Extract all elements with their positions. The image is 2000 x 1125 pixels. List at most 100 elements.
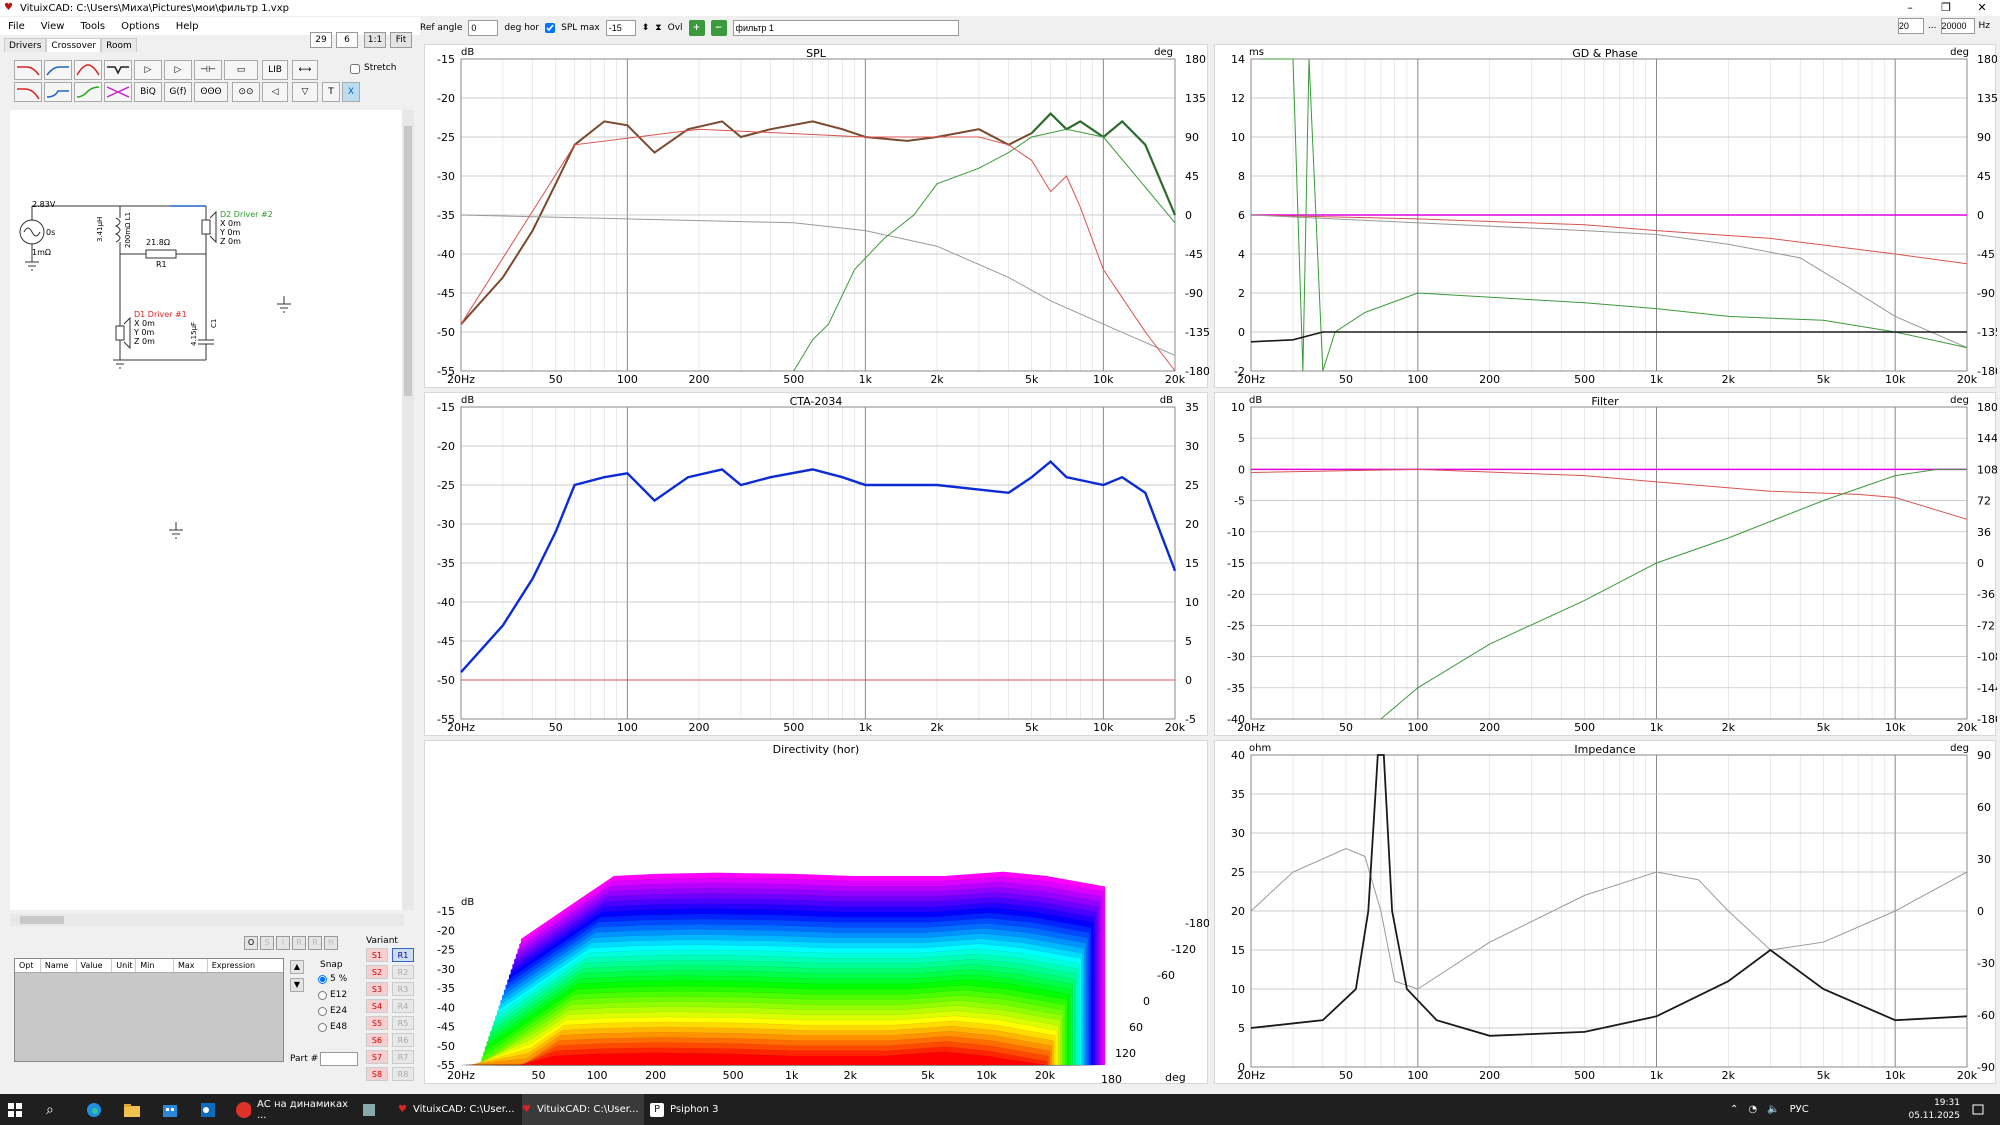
freq-high-input[interactable] bbox=[1940, 18, 1975, 34]
taskbar-item-psiphon[interactable]: P Psiphon 3 bbox=[650, 1094, 768, 1125]
lowpass-1-button[interactable] bbox=[14, 60, 42, 80]
opt-r1-button[interactable]: R bbox=[292, 936, 306, 950]
directivity-chart[interactable]: Directivity (hor) dB -15 -20 -25 -30 -35 -40-… bbox=[424, 740, 1210, 1086]
explorer-icon[interactable] bbox=[124, 1094, 144, 1125]
variant-r7[interactable]: R7 bbox=[392, 1050, 414, 1064]
capacitor-button[interactable]: ⊣⊢ bbox=[194, 60, 222, 80]
inductor-l1[interactable] bbox=[114, 217, 121, 243]
snap-e24[interactable]: E24 bbox=[318, 1006, 347, 1016]
parameter-table[interactable]: Opt Name Value Unit Min Max Expression bbox=[14, 958, 284, 1062]
variant-s4[interactable]: S4 bbox=[366, 999, 388, 1013]
grid-y-input[interactable]: 6 bbox=[336, 32, 358, 48]
speaker-button[interactable]: ◁ bbox=[262, 82, 288, 102]
clock[interactable]: 19:31 05.11.2025 bbox=[1908, 1098, 1960, 1121]
wire-button[interactable]: ⟷ bbox=[292, 60, 318, 80]
gd-phase-chart[interactable]: GD & Phase ms deg 14 12 10 8 6 4 2 0 -2 180 135 90 4… bbox=[1214, 44, 2000, 388]
filter-chart[interactable]: Filter dB deg 10 5 0 -5 -10 -15 -20 -25 -30 -35 -4… bbox=[1214, 392, 2000, 736]
variant-r6[interactable]: R6 bbox=[392, 1033, 414, 1047]
menu-options[interactable]: Options bbox=[121, 20, 160, 32]
ref-angle-input[interactable] bbox=[468, 20, 499, 36]
variant-r5[interactable]: R5 bbox=[392, 1016, 414, 1030]
lowpass-2-button[interactable] bbox=[14, 82, 42, 102]
driver-d2[interactable] bbox=[201, 219, 211, 235]
minimize-button[interactable]: – bbox=[1907, 1, 1913, 14]
variant-r2[interactable]: R2 bbox=[392, 965, 414, 979]
schematic-vscrollbar[interactable] bbox=[402, 110, 414, 910]
snap-e48[interactable]: E48 bbox=[318, 1022, 347, 1032]
resistor-r1[interactable] bbox=[145, 249, 177, 259]
taskbar-item-vituix-1[interactable]: ♥ VituixCAD: C:\User... bbox=[398, 1104, 515, 1115]
schematic-hscrollbar[interactable] bbox=[10, 914, 404, 926]
opt-h-button[interactable]: H bbox=[324, 936, 338, 950]
store-icon[interactable] bbox=[162, 1094, 182, 1125]
zoom-1-1-button[interactable]: 1:1 bbox=[364, 32, 386, 48]
text-button[interactable]: T bbox=[322, 82, 340, 102]
inductor-button[interactable]: ʘʘʘ bbox=[194, 82, 228, 102]
zoom-fit-button[interactable]: Fit bbox=[390, 32, 412, 48]
variant-r3[interactable]: R3 bbox=[392, 982, 414, 996]
arrow-up-icon[interactable]: ▲ bbox=[290, 960, 304, 974]
variant-s5[interactable]: S5 bbox=[366, 1016, 388, 1030]
snap-5pct[interactable]: 5 % bbox=[318, 974, 347, 984]
bandpass-button[interactable] bbox=[74, 60, 102, 80]
variant-r4[interactable]: R4 bbox=[392, 999, 414, 1013]
add-overlay-button[interactable]: + bbox=[688, 20, 705, 36]
notch-button[interactable] bbox=[104, 60, 132, 80]
variant-s3[interactable]: S3 bbox=[366, 982, 388, 996]
transfer-function-button[interactable]: G(f) bbox=[164, 82, 192, 102]
driver-button[interactable]: ▷ bbox=[134, 60, 162, 80]
spin-fit-icon[interactable]: ⧗ bbox=[655, 23, 662, 33]
resistor-button[interactable]: ▭ bbox=[224, 60, 258, 80]
overlay-name-input[interactable] bbox=[732, 20, 959, 36]
menu-tools[interactable]: Tools bbox=[80, 20, 106, 32]
amp-button[interactable]: ▷ bbox=[164, 60, 192, 80]
cta-chart[interactable]: CTA-2034 dB dB -15 -20 -25 -30 -35 -40 -45 -50-… bbox=[424, 392, 1208, 736]
maximize-button[interactable]: ❐ bbox=[1941, 1, 1951, 14]
opt-o-button[interactable]: O bbox=[244, 936, 258, 950]
library-button[interactable]: LIB bbox=[262, 60, 288, 80]
variant-r1[interactable]: R1 bbox=[392, 948, 414, 962]
remove-overlay-button[interactable]: − bbox=[710, 20, 727, 36]
variant-s6[interactable]: S6 bbox=[366, 1033, 388, 1047]
impedance-chart[interactable]: Impedance ohm deg 40 35 30 25 20 15 10 5 0 90 60 30… bbox=[1214, 740, 1996, 1084]
tray-icons[interactable]: ⌃ ◔ 🔈 РУС bbox=[1730, 1094, 1809, 1125]
shelf-button[interactable] bbox=[74, 82, 102, 102]
outlook-icon[interactable] bbox=[200, 1094, 220, 1125]
variant-s8[interactable]: S8 bbox=[366, 1067, 388, 1081]
edge-icon[interactable] bbox=[86, 1094, 106, 1125]
taskbar-item-browser[interactable]: АС на динамиках ... bbox=[236, 1094, 354, 1125]
driver-d1[interactable] bbox=[115, 325, 125, 341]
spl-chart[interactable]: SPL dB deg -15 -20 -25 -30 -35 -40 -45 -50 -55 18… bbox=[424, 44, 1210, 388]
notification-icon[interactable] bbox=[1972, 1094, 1992, 1125]
capacitor-c1[interactable] bbox=[198, 339, 214, 345]
variant-s7[interactable]: S7 bbox=[366, 1050, 388, 1064]
stretch-checkbox[interactable] bbox=[350, 64, 360, 74]
notepad-icon[interactable] bbox=[362, 1094, 382, 1125]
grid-x-input[interactable]: 29 bbox=[310, 32, 332, 48]
schematic-canvas[interactable]: 2.83V 0s 1mΩ 3.41µH 200mΩ L1 21.8Ω R1 4.… bbox=[10, 110, 404, 910]
transformer-button[interactable]: ⊙⊙ bbox=[232, 82, 260, 102]
menu-help[interactable]: Help bbox=[175, 20, 199, 32]
search-icon[interactable]: ⌕ bbox=[46, 1101, 54, 1118]
start-icon[interactable] bbox=[8, 1094, 32, 1125]
spl-max-checkbox[interactable] bbox=[545, 23, 556, 33]
highpass-1-button[interactable] bbox=[44, 60, 72, 80]
freq-low-input[interactable] bbox=[1897, 18, 1924, 34]
close-button[interactable]: ✕ bbox=[1977, 1, 1987, 14]
tab-crossover[interactable]: Crossover bbox=[46, 38, 102, 53]
spin-updown-icon[interactable]: ⬍ bbox=[641, 23, 650, 33]
variant-s2[interactable]: S2 bbox=[366, 965, 388, 979]
spl-max-input[interactable] bbox=[605, 20, 636, 36]
taskbar-item-vituix-2[interactable]: ♥ VituixCAD: C:\User... bbox=[522, 1094, 644, 1125]
part-input[interactable] bbox=[320, 1052, 358, 1066]
menu-file[interactable]: File bbox=[8, 20, 25, 32]
menu-view[interactable]: View bbox=[40, 20, 65, 32]
opt-i-button[interactable]: I bbox=[276, 936, 290, 950]
allpass-button[interactable] bbox=[104, 82, 132, 102]
tab-room[interactable]: Room bbox=[101, 38, 137, 53]
tab-drivers[interactable]: Drivers bbox=[4, 38, 47, 53]
opt-s-button[interactable]: S bbox=[260, 936, 274, 950]
variant-r8[interactable]: R8 bbox=[392, 1067, 414, 1081]
biquad-button[interactable]: BiQ bbox=[134, 82, 162, 102]
ground-button[interactable]: ▽ bbox=[292, 82, 318, 102]
